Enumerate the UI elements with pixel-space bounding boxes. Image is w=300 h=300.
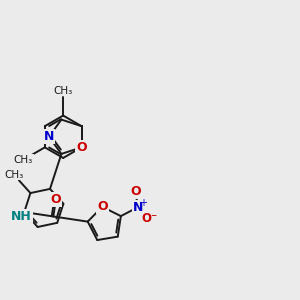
Text: N: N	[133, 201, 143, 214]
Text: NH: NH	[11, 210, 32, 223]
Text: CH₃: CH₃	[54, 86, 73, 96]
Text: O: O	[97, 200, 108, 213]
Text: O: O	[130, 185, 141, 198]
Text: CH₃: CH₃	[14, 155, 33, 165]
Text: O⁻: O⁻	[142, 212, 158, 225]
Text: N: N	[44, 130, 54, 143]
Text: O: O	[51, 193, 61, 206]
Text: CH₃: CH₃	[4, 170, 24, 180]
Text: +: +	[139, 198, 147, 208]
Text: O: O	[76, 141, 87, 154]
